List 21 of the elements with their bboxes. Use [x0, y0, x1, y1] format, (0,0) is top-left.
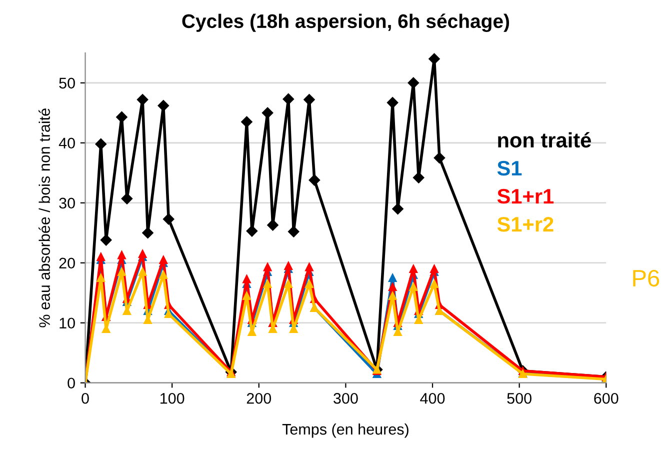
chart-title: Cycles (18h aspersion, 6h séchage)	[182, 14, 510, 32]
y-axis-title: % eau absorbée / bois non traité	[38, 108, 50, 328]
x-tick-label: 100	[160, 392, 184, 404]
y-tick-label: 50	[59, 78, 75, 89]
x-tick-label: 600	[594, 392, 618, 404]
x-tick-label: 500	[507, 392, 532, 404]
y-tick-label: 20	[59, 258, 75, 269]
x-axis-title: Temps (en heures)	[282, 423, 408, 438]
y-tick-label: 10	[60, 318, 75, 329]
text: S1+r1	[497, 188, 554, 204]
x-tick-label: 300	[334, 392, 358, 404]
y-tick-label: 30	[59, 198, 75, 209]
x-tick-label: 0	[82, 392, 89, 404]
x-tick-label: 200	[246, 392, 272, 404]
x-tick-label: 400	[420, 392, 445, 404]
y-tick-label: 40	[58, 138, 75, 149]
text: P6	[633, 270, 660, 287]
y-tick-label: 0	[68, 378, 75, 389]
text: S1+r2	[497, 216, 554, 232]
text: S1	[497, 160, 522, 176]
text: non traité	[498, 132, 591, 148]
